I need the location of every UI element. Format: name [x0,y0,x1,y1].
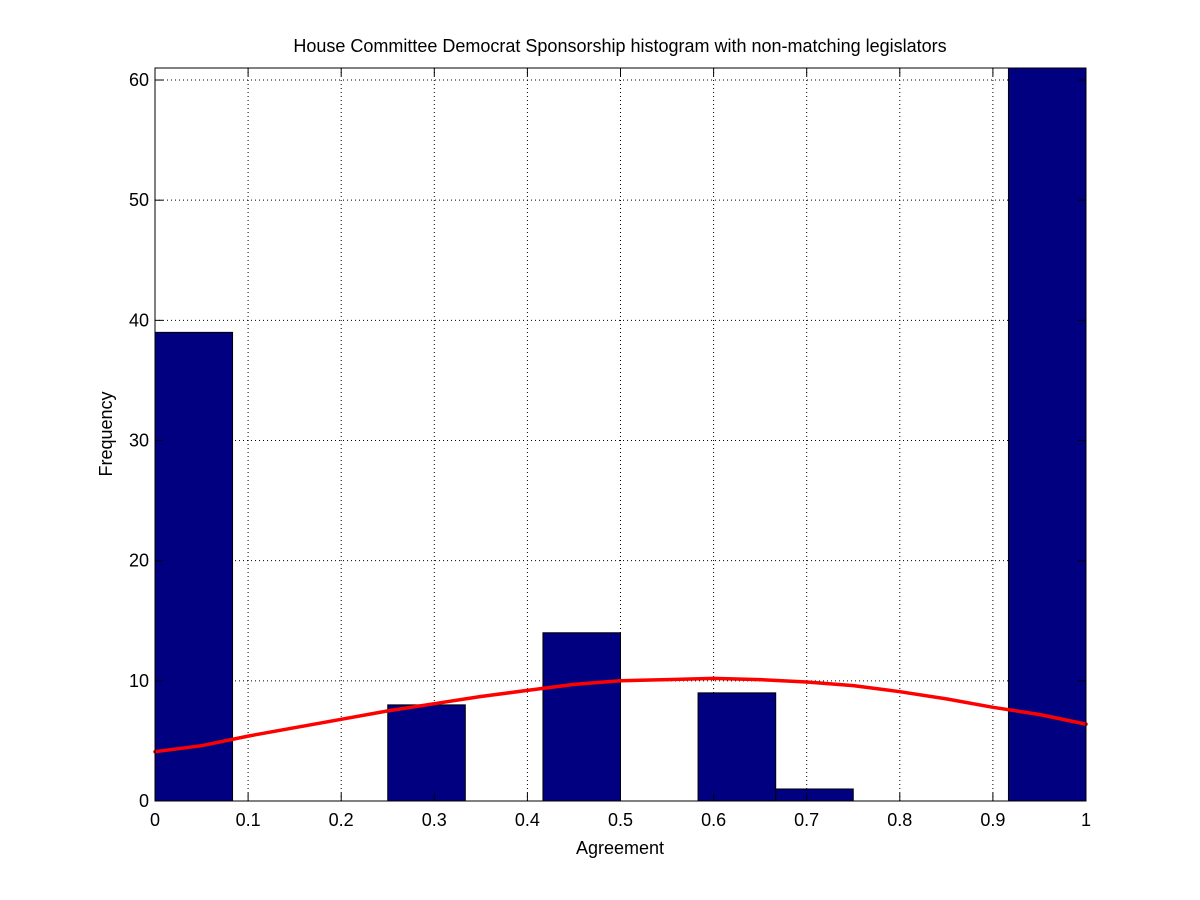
x-tick-label: 0.7 [794,810,819,830]
histogram-bar [542,632,621,802]
y-tick-label: 50 [129,190,149,210]
axes [154,67,1087,802]
x-tick-label: 0.3 [422,810,447,830]
x-tick-label: 0.8 [887,810,912,830]
y-tick-label: 60 [129,70,149,90]
histogram-bar [775,788,854,802]
fit-curve-layer [153,676,1088,754]
x-tick-label: 0.2 [329,810,354,830]
x-tick-label: 0.6 [701,810,726,830]
y-tick-label: 0 [139,791,149,811]
y-tick-label: 30 [129,431,149,451]
y-tick-label: 20 [129,551,149,571]
histogram-bars [154,67,1087,802]
x-tick-label: 0.1 [236,810,261,830]
histogram-bar [387,704,466,802]
y-axis-label: Frequency [96,391,116,476]
y-tick-labels: 0 10 20 30 40 50 60 [129,70,149,811]
histogram-bar [1007,67,1087,802]
x-tick-labels: 0 0.1 0.2 0.3 0.4 0.5 0.6 0.7 0.8 0.9 1 [150,810,1091,830]
x-axis-label: Agreement [576,838,664,858]
x-tick-label: 1 [1081,810,1091,830]
x-tick-label: 0.5 [608,810,633,830]
x-tick-label: 0.9 [980,810,1005,830]
histogram-bar [154,331,234,802]
histogram-bar [697,692,777,802]
y-tick-label: 10 [129,671,149,691]
normal-fit-curve [153,676,1088,754]
x-tick-label: 0.4 [515,810,540,830]
x-tick-label: 0 [150,810,160,830]
y-tick-label: 40 [129,310,149,330]
chart-title: House Committee Democrat Sponsorship his… [293,36,946,56]
